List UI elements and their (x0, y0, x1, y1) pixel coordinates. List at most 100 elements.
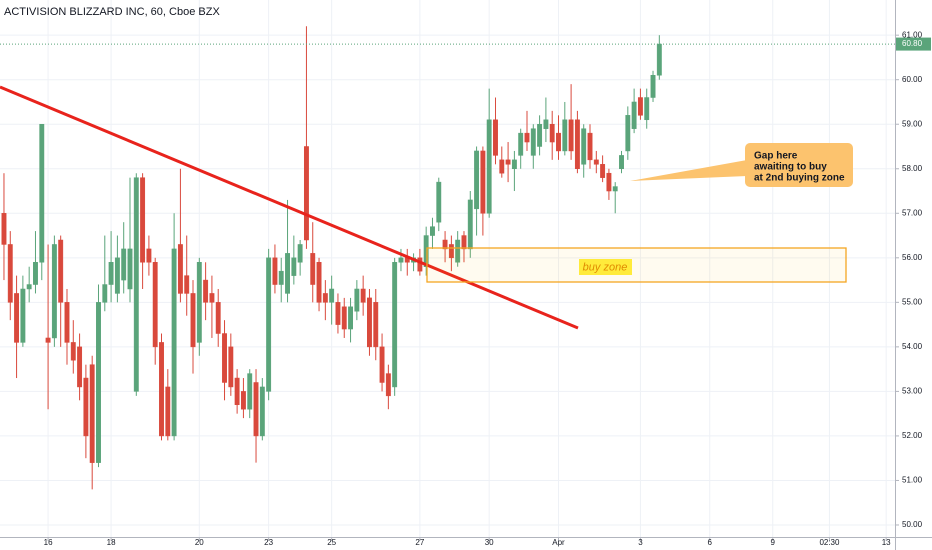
candle-body (587, 132, 593, 161)
candle-body (303, 146, 309, 241)
candle-body (83, 377, 89, 437)
callout-line: awaiting to buy (754, 162, 827, 173)
candle-body (486, 119, 492, 214)
candle-body (537, 123, 543, 147)
candle-body (70, 342, 76, 361)
candle-body (398, 257, 404, 263)
candle-body (461, 235, 467, 250)
candle-body (511, 159, 517, 170)
candle-body (96, 302, 101, 463)
candle-body (379, 346, 385, 383)
candle-body (278, 270, 284, 285)
candle-body (114, 257, 120, 294)
candle-body (222, 333, 227, 383)
candle-body (133, 177, 139, 392)
candle-body (436, 181, 442, 223)
candle-body (606, 172, 612, 192)
candle-body (612, 186, 618, 192)
candle-body (493, 119, 498, 156)
y-tick-label: 57.00 (902, 208, 923, 217)
candle-body (146, 248, 152, 263)
candle-body (543, 119, 549, 129)
candle-body (127, 248, 133, 290)
candle-body (234, 377, 240, 406)
x-tick-label: 6 (708, 538, 713, 547)
buy-zone-box (426, 247, 847, 283)
candle-body (581, 128, 587, 165)
y-tick-label: 59.00 (902, 119, 923, 128)
x-tick-label: 30 (485, 538, 494, 547)
candle-body (568, 119, 574, 152)
time-axis (0, 537, 932, 550)
candle-body (600, 164, 606, 178)
candle-body (423, 235, 429, 267)
candle-body (367, 297, 372, 348)
candle-body (499, 159, 505, 174)
candle-body (530, 128, 536, 156)
last-price-tag (896, 37, 931, 51)
x-tick-label: 16 (44, 538, 53, 547)
candle-body (177, 244, 183, 294)
candle-body (549, 123, 555, 143)
candle-body (247, 373, 253, 410)
callout-box (745, 143, 853, 187)
candle-body (240, 391, 246, 410)
candle-body (184, 275, 190, 294)
candle-body (360, 288, 366, 303)
x-tick-label: 02:30 (819, 538, 840, 547)
candles (0, 26, 895, 490)
candle-body (316, 262, 322, 303)
candle-body (259, 386, 265, 437)
candle-body (20, 288, 26, 343)
x-tick-label: Apr (552, 538, 565, 547)
x-tick-label: 23 (264, 538, 273, 547)
candle-body (448, 244, 454, 259)
candle-body (196, 262, 202, 343)
callout-line: Gap here (754, 151, 798, 162)
candle-body (329, 288, 335, 303)
candle-body (1, 213, 7, 245)
candle-body (385, 373, 391, 397)
candle-body (625, 115, 631, 152)
x-tick-label: 20 (195, 538, 204, 547)
candle-body (272, 257, 278, 285)
y-tick-label: 50.00 (902, 520, 923, 529)
candle-body (442, 239, 448, 250)
candle-body (480, 150, 486, 214)
candle-body (171, 248, 177, 437)
trend-line (0, 85, 579, 330)
candle-body (524, 132, 530, 143)
x-tick-label: 27 (415, 538, 424, 547)
candle-body (474, 150, 480, 210)
candle-body (39, 123, 45, 263)
candle-body (14, 293, 20, 343)
y-tick-label: 53.00 (902, 387, 923, 396)
candle-body (467, 199, 473, 250)
candle-body (322, 293, 328, 303)
buy-zone-label: buy zone (583, 261, 628, 273)
candle-body (574, 119, 580, 170)
x-tick-label: 18 (107, 538, 116, 547)
candle-body (297, 244, 303, 263)
y-tick-label: 58.00 (902, 164, 923, 173)
x-tick-label: 3 (638, 538, 643, 547)
candle-body (650, 75, 656, 98)
y-tick-label: 54.00 (902, 342, 923, 351)
candle-body (45, 337, 51, 343)
x-tick-label: 25 (327, 538, 336, 547)
candle-body (505, 159, 511, 165)
y-tick-label: 61.00 (902, 30, 923, 39)
candle-body (455, 239, 461, 263)
y-tick-label: 55.00 (902, 297, 923, 306)
candle-body (310, 253, 316, 285)
y-tick-label: 52.00 (902, 431, 923, 440)
candle-body (348, 306, 354, 330)
candle-body (165, 386, 171, 437)
candle-body (190, 293, 196, 348)
candle-body (619, 155, 624, 170)
chart-title: ACTIVISION BLIZZARD INC, 60, Cboe BZX (4, 6, 220, 18)
candle-body (266, 257, 272, 392)
candle-body (51, 244, 57, 339)
